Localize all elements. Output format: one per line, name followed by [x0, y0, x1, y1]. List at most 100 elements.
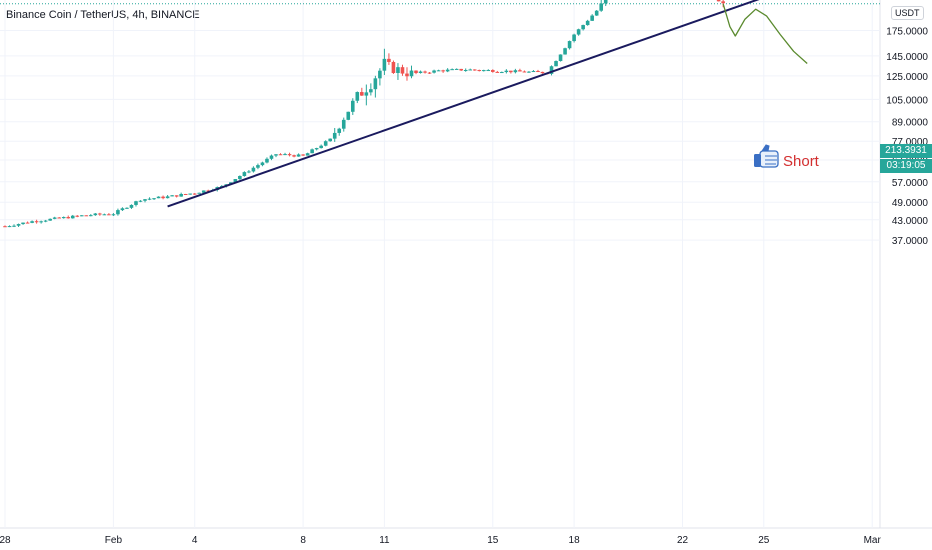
candle-body [265, 158, 269, 163]
candle-body [278, 154, 283, 156]
bar-countdown-tag: 03:19:05 [880, 159, 932, 173]
candle-body [174, 195, 179, 197]
candle-body [70, 215, 75, 219]
time-tick-label: 18 [569, 535, 581, 546]
candle-body [129, 204, 134, 208]
candle-body [468, 69, 473, 71]
candle-body [156, 196, 161, 199]
candle-body [247, 171, 251, 173]
candle-body [409, 70, 414, 77]
price-tick-label: 43.0000 [892, 216, 929, 227]
candle-body [192, 193, 197, 195]
candle-body [138, 200, 143, 202]
grid [0, 0, 932, 529]
candle-body [572, 34, 576, 42]
candle-body [183, 193, 188, 195]
candle-body [491, 70, 495, 72]
candle-body [500, 72, 504, 74]
candle-body [25, 222, 30, 224]
candle-body [251, 167, 256, 172]
candle-body [495, 71, 500, 73]
candle-body [48, 218, 52, 221]
candle-body [369, 89, 373, 93]
candle-body [472, 69, 477, 71]
price-axis: 450.0000375.0000315.0000275.0000235.0000… [886, 27, 929, 248]
candle-body [111, 214, 116, 216]
time-tick-label: Mar [864, 535, 882, 546]
candle-body [125, 207, 129, 209]
time-tick-label: 15 [487, 535, 499, 546]
candle-body [427, 72, 432, 74]
candle-body [30, 221, 34, 223]
candle-body [531, 71, 536, 73]
candle-body [486, 70, 491, 72]
price-tick-label: 89.0000 [892, 118, 929, 129]
candle-body [98, 213, 102, 215]
candle-body [57, 217, 61, 219]
candle-body [563, 48, 567, 55]
candle-body [477, 70, 482, 72]
price-tick-label: 37.0000 [892, 236, 929, 247]
candle-body [509, 70, 513, 73]
candle-body [269, 155, 274, 159]
candle-body [450, 69, 454, 71]
candle-body [527, 71, 531, 73]
currency-unit-badge[interactable]: USDT [891, 6, 924, 20]
candle-body [554, 61, 558, 67]
candle-body [459, 68, 463, 71]
ascending-trendline [167, 0, 760, 208]
candle-body [34, 221, 39, 223]
projection-path [722, 3, 808, 64]
candle-body [188, 193, 192, 195]
candle-body [581, 25, 585, 30]
candle-body [341, 119, 346, 129]
time-axis: 28 Feb 4 8 11 15 18 22 25 Mar [0, 535, 881, 546]
candle-body [314, 148, 319, 150]
candle-body [423, 71, 427, 73]
candle-body [134, 201, 138, 205]
time-tick-label: 28 [0, 535, 11, 546]
candle-body [43, 220, 48, 222]
candle-body [260, 162, 265, 166]
candle-body [301, 154, 305, 156]
candle-body [373, 78, 378, 90]
candle-body [12, 225, 16, 227]
candle-body [152, 198, 156, 200]
candle-body [590, 15, 594, 21]
candle-body [518, 70, 522, 72]
candle-body [540, 71, 545, 74]
candle-body [599, 3, 603, 11]
candle-body [355, 92, 360, 101]
candle-body [522, 71, 527, 73]
candle-body [292, 155, 296, 157]
candles [3, 0, 725, 228]
time-tick-label: 8 [300, 535, 306, 546]
candle-body [143, 199, 147, 201]
candle-body [378, 70, 382, 79]
thumbs-up-pointing-icon [754, 144, 779, 168]
candle-body [405, 73, 409, 77]
candle-body [360, 92, 364, 96]
time-tick-label: 11 [379, 535, 390, 546]
candle-body [21, 222, 25, 225]
candle-body [549, 66, 554, 74]
price-tick-label: 175.0000 [886, 27, 928, 38]
candle-body [147, 198, 152, 200]
candle-body [242, 172, 247, 177]
candle-body [387, 58, 391, 62]
candle-body [84, 215, 89, 217]
candle-body [161, 196, 165, 199]
candle-body [536, 71, 540, 73]
candle-body [165, 196, 170, 199]
candle-body [238, 176, 242, 180]
candle-body [256, 165, 260, 168]
candle-body [61, 217, 66, 219]
candle-body [332, 132, 337, 139]
time-tick-label: Feb [105, 535, 123, 546]
candle-body [310, 149, 314, 154]
candle-body [79, 215, 84, 217]
candle-body [337, 128, 342, 133]
candle-body [16, 224, 21, 226]
candle-body [585, 20, 590, 26]
